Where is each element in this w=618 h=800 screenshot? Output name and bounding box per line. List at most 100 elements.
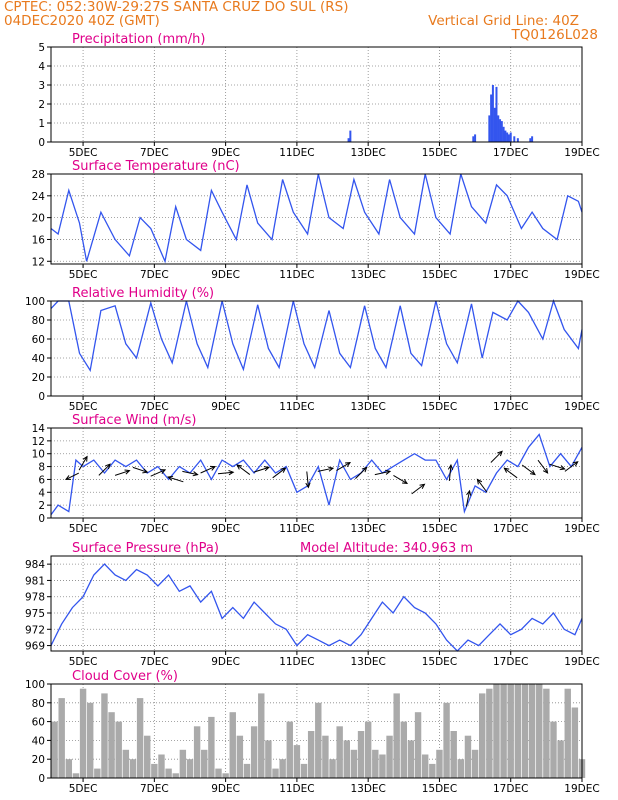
cloud-xtick-label: 7DEC (140, 783, 169, 795)
wind-ytick-label: 4 (38, 487, 45, 499)
pressure-xtick-label: 19DEC (564, 656, 599, 668)
humidity-xtick-label: 15DEC (422, 401, 457, 413)
wind-arrow-head (402, 478, 409, 485)
wind-arrow (393, 474, 409, 485)
wind-arrow-head (572, 461, 579, 467)
cloud-bar (486, 688, 493, 778)
pressure-xtick-label: 13DEC (350, 656, 385, 668)
cloud-bar (65, 759, 73, 778)
cloud-panel: 0 20 40 60 80 100 5DEC 7DEC 9DEC 11DEC 13DEC 15DEC 1… (25, 669, 600, 795)
cloud-bar (51, 721, 58, 778)
precip-bar (490, 94, 493, 142)
wind-arrow-shaft (132, 466, 148, 473)
precipitation-ytick-label: 1 (38, 118, 45, 130)
wind-xtick-label: 9DEC (211, 523, 240, 535)
humidity-ytick-label: 80 (32, 315, 45, 327)
cloud-bar (357, 731, 365, 778)
temperature-xtick-label: 11DEC (279, 269, 314, 281)
precip-bar (493, 107, 496, 142)
wind-arrow-shaft (521, 464, 536, 475)
wind-arrow-head (345, 461, 352, 468)
wind-arrow-shaft (564, 461, 579, 472)
wind-arrow (411, 483, 426, 495)
wind-arrow-shaft (98, 463, 111, 476)
cloud-bar (115, 721, 122, 778)
precipitation-frame (50, 46, 583, 143)
precip-bar (500, 121, 503, 142)
wind-arrow (272, 467, 287, 479)
cloud-bar (372, 749, 379, 778)
cloud-bar (414, 712, 422, 778)
wind-arrow-head (542, 467, 549, 474)
cloud-xtick-label: 15DEC (422, 783, 457, 795)
pressure-ytick-label: 975 (25, 608, 45, 620)
wind-arrow-head (64, 475, 71, 480)
wind-arrow (537, 459, 549, 474)
wind-arrow-shaft (374, 470, 391, 476)
cloud-bar (101, 693, 108, 778)
wind-arrow (167, 475, 184, 483)
precip-bar (509, 132, 512, 142)
temperature-series-line (50, 173, 583, 264)
pressure-ytick-label: 984 (25, 559, 45, 571)
precip-bar (529, 138, 532, 142)
wind-arrow-head (142, 468, 149, 474)
wind-arrow (465, 489, 472, 507)
cloud-bar (571, 707, 579, 778)
humidity-xtick-label: 19DEC (564, 401, 599, 413)
wind-xtick-label: 13DEC (350, 523, 385, 535)
wind-arrow (374, 469, 392, 476)
wind-arrow (503, 467, 518, 479)
cloud-bar (165, 768, 172, 778)
wind-arrow (132, 466, 149, 474)
cloud-bar (336, 726, 343, 778)
wind-arrow (150, 469, 167, 477)
wind-arrow-shaft (355, 467, 368, 479)
precip-bar (504, 130, 507, 142)
humidity-ytick-label: 0 (38, 391, 45, 403)
humidity-ytick-label: 20 (32, 372, 45, 384)
cloud-bar (329, 759, 336, 778)
wind-arrow (549, 463, 566, 471)
pressure-annotation: Model Altitude: 340.963 m (300, 541, 473, 556)
pressure-xtick-label: 17DEC (493, 656, 528, 668)
cloud-xtick-label: 17DEC (493, 783, 528, 795)
cloud-bar (528, 684, 536, 778)
cloud-bar (493, 684, 500, 778)
wind-arrow-shaft (490, 450, 503, 463)
wind-arrow-head (228, 470, 235, 476)
wind-arrow-shaft (253, 466, 270, 473)
cloud-bar (243, 763, 251, 778)
cloud-bar (307, 731, 315, 778)
pressure-panel: 969 972 975 978 981 984 5DEC 7DEC 9DEC 11DEC 13DEC… (25, 541, 600, 668)
precip-bar (499, 119, 502, 142)
wind-xtick-label: 7DEC (140, 523, 169, 535)
cloud-xtick-label: 19DEC (564, 783, 599, 795)
cloud-bar (507, 684, 514, 778)
precipitation-xtick-label: 11DEC (279, 147, 314, 159)
humidity-title: Relative Humidity (%) (72, 286, 214, 301)
wind-arrow-head (361, 466, 368, 473)
wind-arrow-shaft (114, 470, 130, 476)
wind-arrow-head (82, 455, 88, 462)
cloud-bar (564, 688, 571, 778)
wind-arrow-shaft (236, 464, 251, 475)
precip-bar (507, 134, 510, 142)
wind-arrow (200, 465, 217, 474)
pressure-xtick-label: 9DEC (211, 656, 240, 668)
wind-ytick-label: 14 (32, 423, 46, 435)
wind-arrow-shaft (477, 479, 488, 493)
cloud-bar (222, 773, 229, 778)
cloud-bar (208, 716, 215, 778)
precipitation-xtick-label: 19DEC (564, 147, 599, 159)
cloud-bar (236, 735, 244, 778)
wind-arrow (564, 461, 579, 472)
wind-arrow-shaft (200, 466, 216, 474)
cloud-bar (557, 740, 564, 778)
pressure-ytick-label: 981 (25, 575, 45, 587)
temperature-xtick-label: 17DEC (493, 269, 528, 281)
wind-arrow (114, 469, 131, 476)
cloud-bar (250, 726, 258, 778)
temperature-xtick-label: 9DEC (211, 269, 240, 281)
wind-arrow (98, 463, 111, 476)
